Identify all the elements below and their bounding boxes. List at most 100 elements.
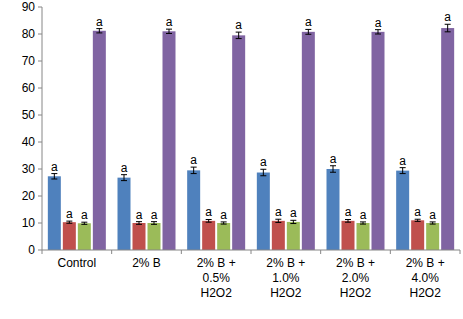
error-bar (445, 24, 451, 32)
x-tick (320, 250, 321, 254)
y-tick-label: 60 (22, 81, 36, 95)
error-bar (400, 168, 406, 174)
significance-letter: a (235, 18, 242, 32)
significance-letter: a (345, 205, 352, 219)
bar (396, 171, 409, 250)
error-bar (345, 219, 351, 222)
y-tick (38, 115, 42, 116)
y-tick (38, 196, 42, 197)
y-axis (42, 7, 43, 250)
y-tick (38, 61, 42, 62)
bar (272, 221, 285, 250)
y-tick (38, 142, 42, 143)
bar (372, 32, 385, 250)
significance-letter: a (290, 206, 297, 220)
error-bar (305, 29, 311, 34)
bar (148, 223, 161, 250)
error-bar (430, 222, 436, 224)
significance-letter: a (151, 208, 158, 222)
bar (257, 173, 270, 250)
bar (232, 35, 245, 250)
x-tick-label: 2% B (132, 256, 161, 270)
bar (202, 221, 215, 250)
error-bar (415, 219, 421, 221)
significance-letter: a (444, 10, 451, 24)
y-tick-label: 0 (28, 243, 35, 257)
bar (441, 28, 454, 250)
x-tick (460, 250, 461, 254)
significance-letter: a (51, 160, 58, 174)
x-tick-label: 2% B +4.0%H2O2 (406, 256, 445, 300)
bar (133, 223, 146, 250)
x-tick-label: 2% B +0.5%H2O2 (197, 256, 236, 300)
x-tick-label: 2% B +2.0%H2O2 (336, 256, 375, 300)
x-tick (42, 250, 43, 254)
significance-letter: a (330, 152, 337, 166)
error-bar (151, 222, 157, 225)
error-bar (121, 175, 127, 181)
error-bar (136, 222, 142, 225)
error-bar (81, 222, 87, 224)
y-tick-label: 40 (22, 135, 36, 149)
significance-letter: a (81, 208, 88, 222)
bar (48, 176, 61, 250)
significance-letter: a (429, 208, 436, 222)
y-tick (38, 169, 42, 170)
error-bar (275, 219, 281, 222)
significance-letter: a (166, 15, 173, 29)
y-tick-label: 80 (22, 27, 36, 41)
bar (327, 169, 340, 250)
error-bar (236, 32, 242, 38)
bar (287, 222, 300, 250)
error-bar (330, 166, 336, 172)
y-tick-label: 50 (22, 108, 36, 122)
x-tick-label: Control (57, 256, 96, 270)
x-tick (390, 250, 391, 254)
error-bar (375, 30, 381, 34)
significance-letter: a (414, 205, 421, 219)
y-tick (38, 88, 42, 89)
error-bar (191, 167, 197, 173)
significance-letter: a (66, 207, 73, 221)
bar (163, 31, 176, 250)
significance-letter: a (220, 208, 227, 222)
bar (357, 223, 370, 250)
bar (411, 220, 424, 250)
significance-letter: a (121, 161, 128, 175)
error-bar (96, 29, 102, 33)
significance-letter: a (305, 15, 312, 29)
error-bar (206, 219, 212, 222)
bar (217, 223, 230, 250)
y-tick (38, 250, 42, 251)
y-tick-label: 20 (22, 189, 36, 203)
bar (118, 178, 131, 250)
bar (78, 223, 91, 250)
bar (93, 31, 106, 250)
y-tick (38, 7, 42, 8)
bar (426, 223, 439, 250)
bar (342, 221, 355, 250)
y-tick-label: 30 (22, 162, 36, 176)
bar (187, 170, 200, 250)
error-bar (66, 221, 72, 223)
x-tick (251, 250, 252, 254)
significance-letter: a (136, 208, 143, 222)
bar (302, 32, 315, 250)
y-tick-label: 70 (22, 54, 36, 68)
bars (48, 24, 454, 250)
error-bar (260, 169, 266, 175)
error-bar (290, 220, 296, 223)
x-tick (111, 250, 112, 254)
y-tick (38, 34, 42, 35)
significance-letter: a (275, 205, 282, 219)
y-tick-label: 90 (22, 0, 36, 14)
significance-letter: a (375, 16, 382, 30)
y-tick (38, 223, 42, 224)
significance-letter: a (360, 208, 367, 222)
significance-letter: a (96, 15, 103, 29)
x-tick (181, 250, 182, 254)
bar (63, 222, 76, 250)
annotations: aaaaaaaaaaaaaaaaaaaaaaaa (51, 10, 451, 222)
significance-letter: a (399, 154, 406, 168)
error-bar (166, 29, 172, 33)
